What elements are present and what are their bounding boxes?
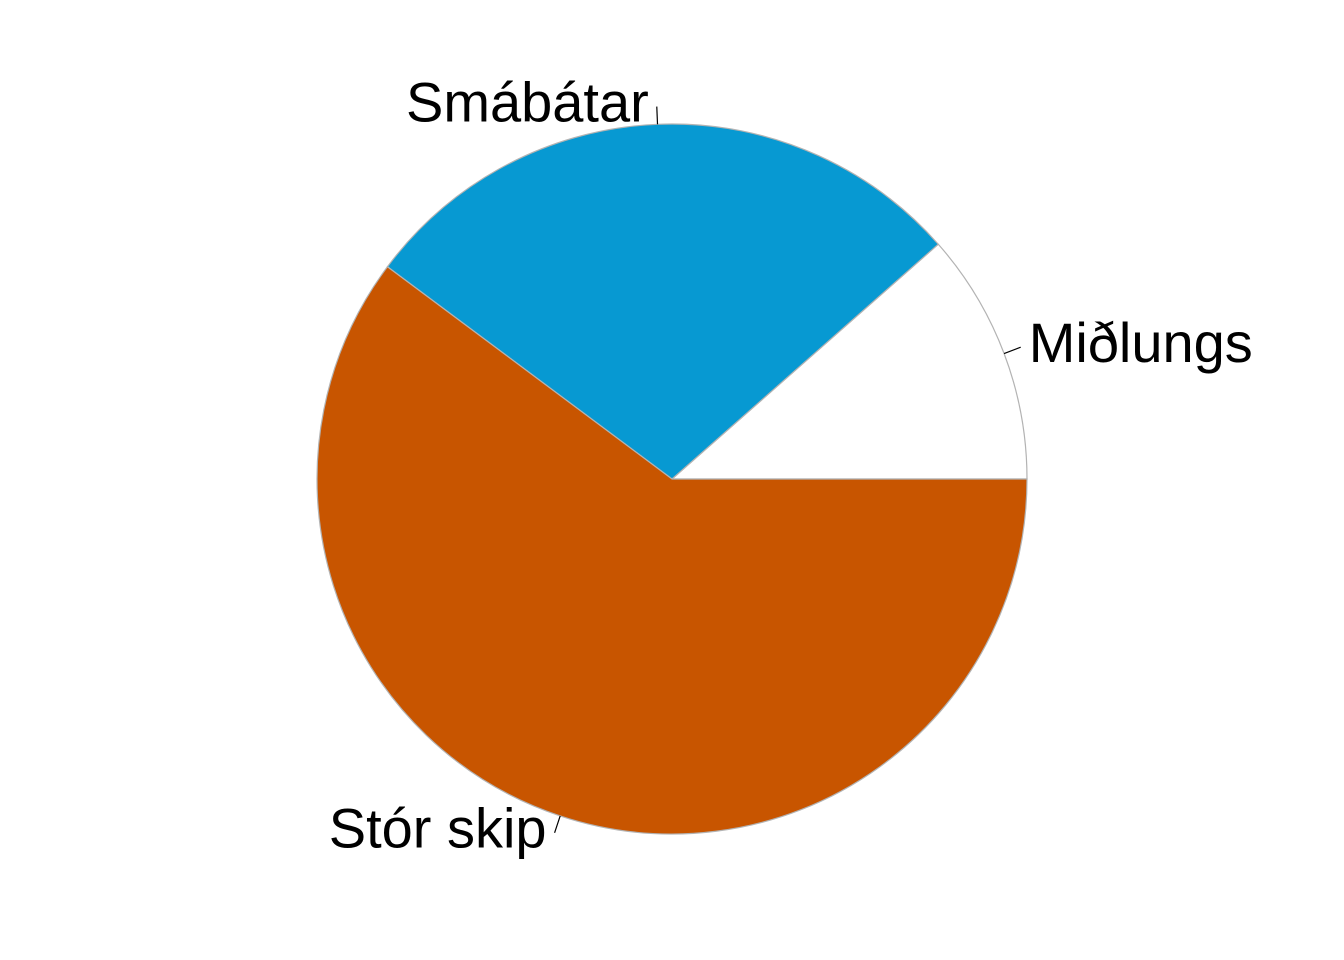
labels-layer: Miðlungs Smábátar Stór skip [329,70,1253,859]
slices-layer [316,123,1028,835]
slice-label-midlungs: Miðlungs [1029,311,1253,374]
pie-slice-midlungs [670,243,1028,480]
pie-slice-smabatar [386,123,940,480]
pie-slice-stor-skip [316,265,1028,835]
slice-label-stor-skip: Stór skip [329,797,547,860]
leader-line-stor-skip [554,815,561,833]
leader-line-midlungs [1003,346,1021,355]
leaders-layer [554,106,1021,833]
leader-line-smabatar [656,106,659,125]
slice-label-smabatar: Smábátar [406,70,649,133]
